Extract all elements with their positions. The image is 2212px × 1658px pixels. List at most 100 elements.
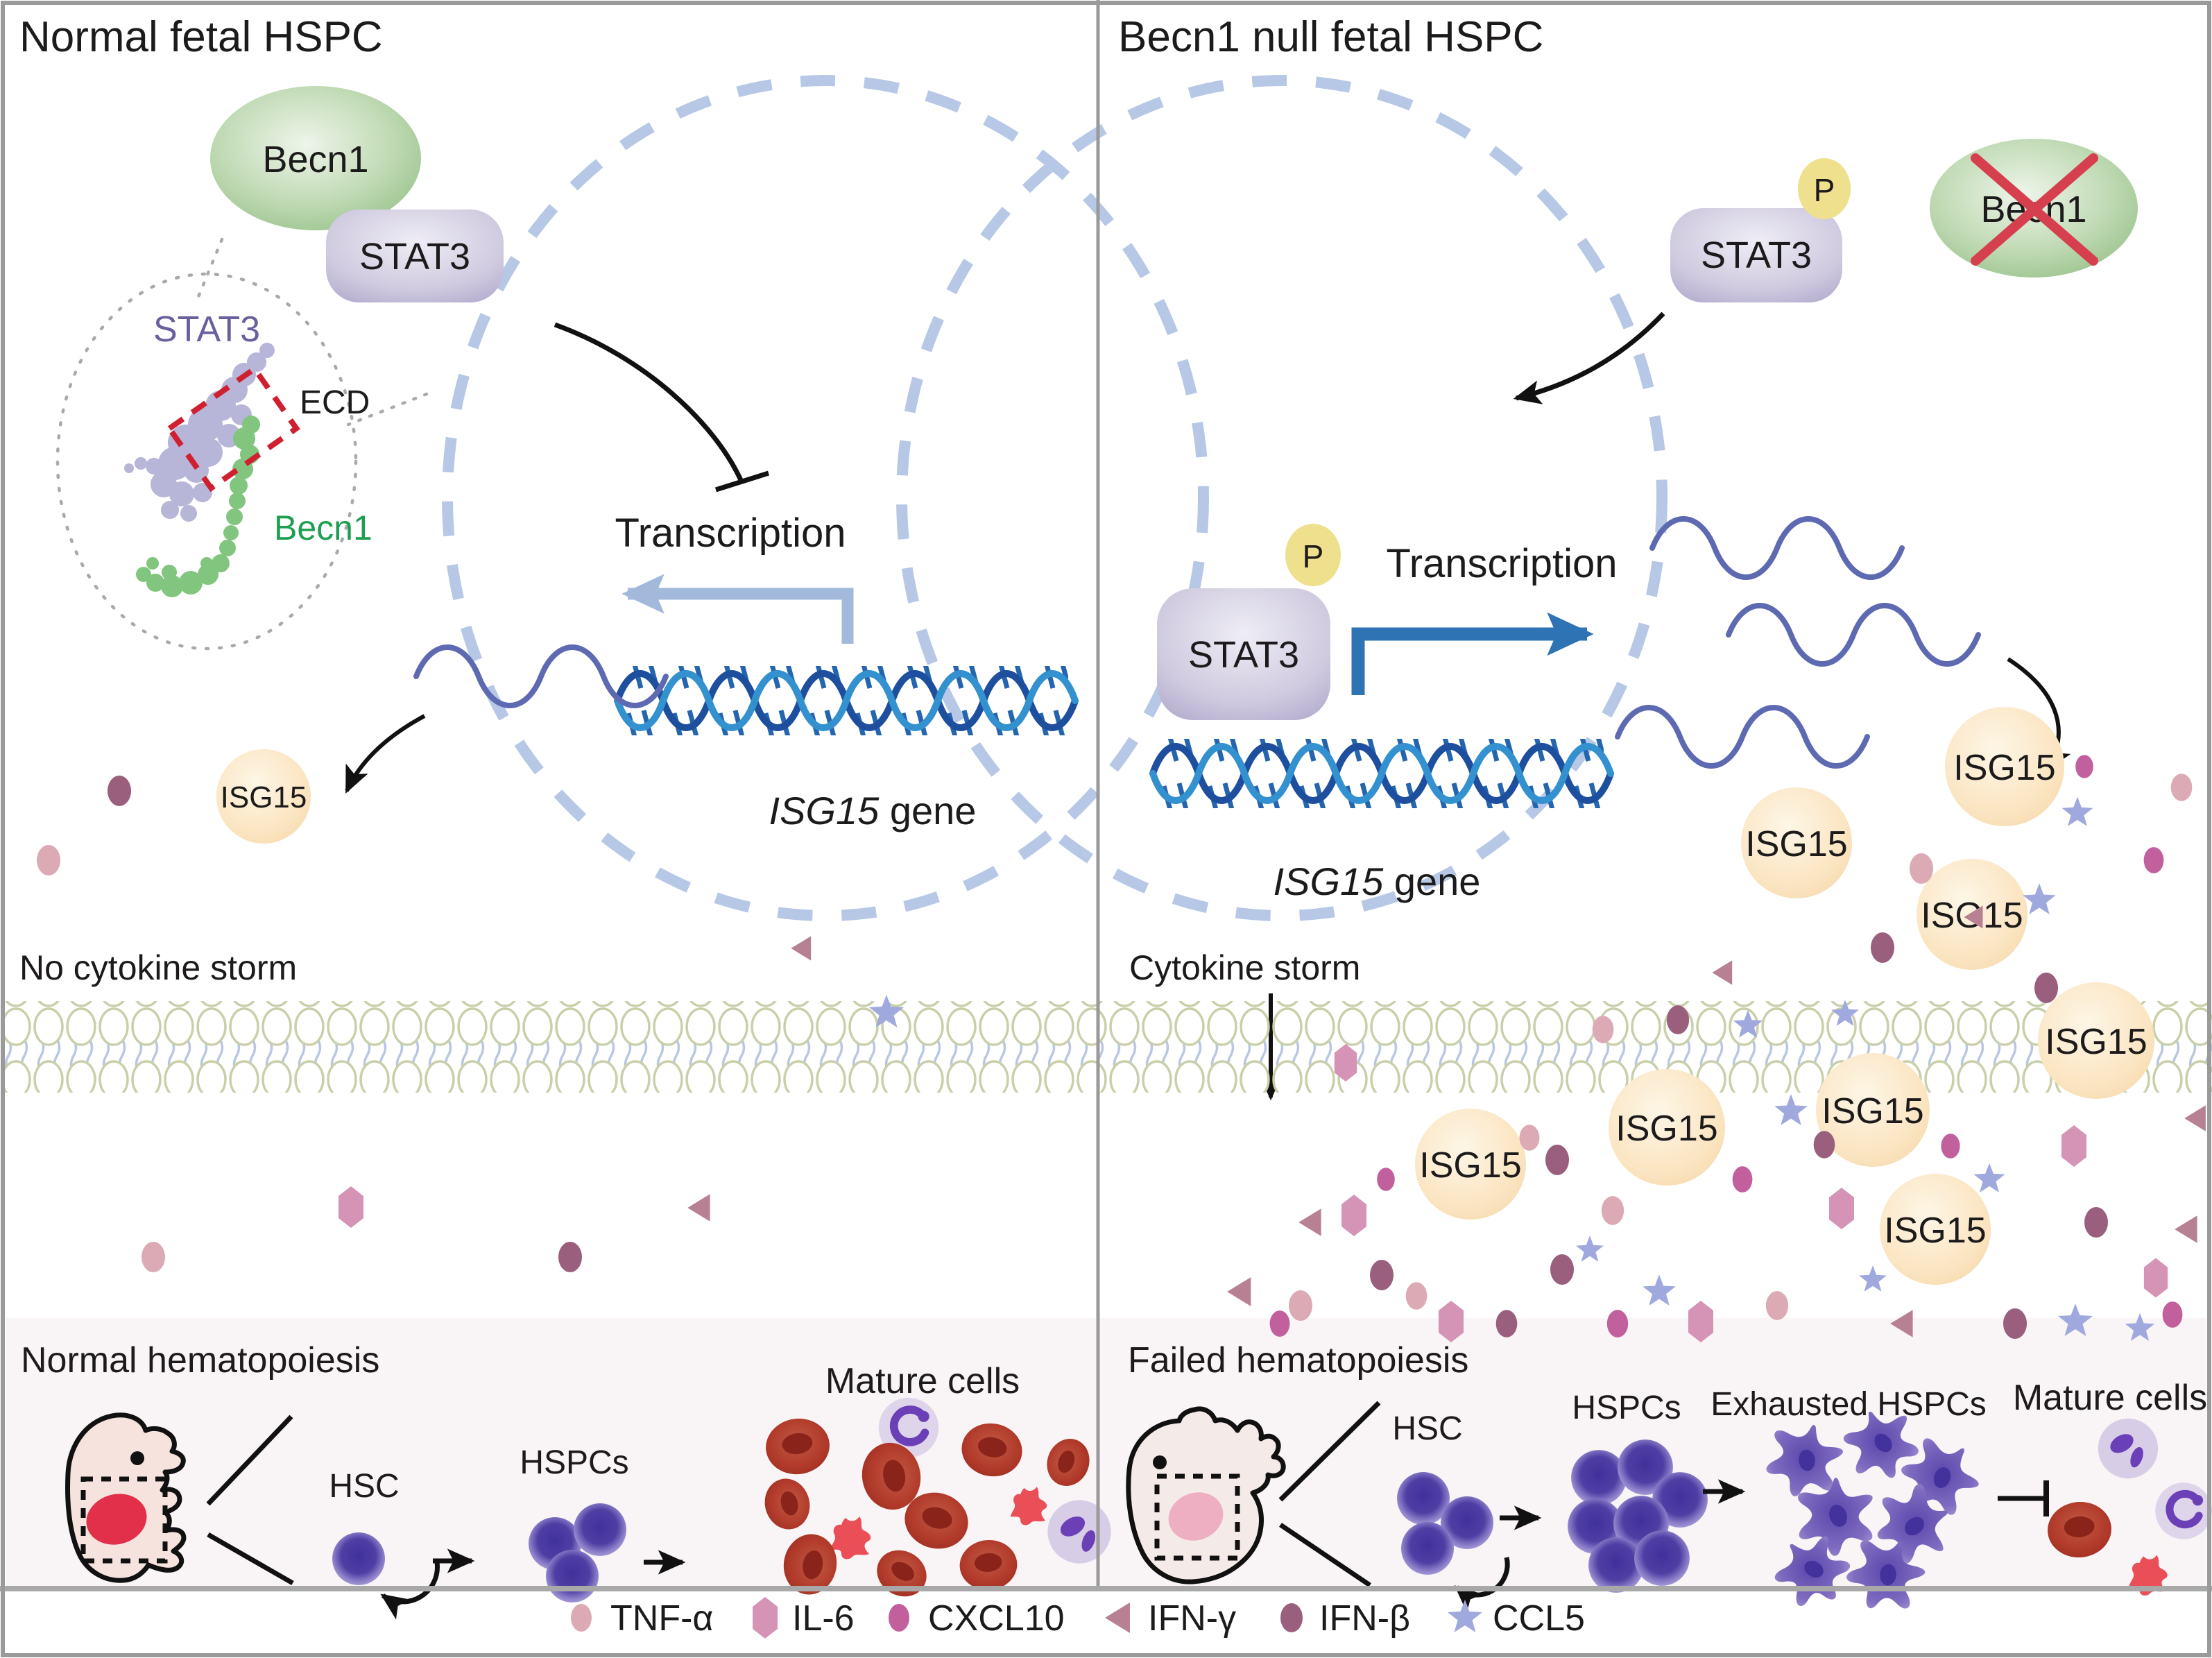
dna-stat3-label: STAT3	[1188, 634, 1299, 676]
gene-name-italic: ISG15	[1274, 860, 1384, 903]
normal-hematopoiesis-title: Normal hematopoiesis	[21, 1340, 379, 1381]
inset-connector-line	[194, 237, 224, 304]
mature-cells-label: Mature cells	[2013, 1378, 2207, 1418]
fetus-illustration	[65, 1412, 187, 1583]
inset-becn1-label: Becn1	[274, 508, 372, 547]
legend-il6-icon	[753, 1597, 778, 1639]
becn1-oval	[210, 86, 421, 230]
left-panel: Normal fetal HSPC Becn1 STAT3 STAT3 ECD	[19, 13, 1075, 987]
becn1-structure-blob	[136, 416, 260, 597]
legend-il6-label: IL-6	[792, 1598, 855, 1639]
inset-ecd-label: ECD	[300, 384, 370, 421]
isg15-label: ISG15	[1884, 1211, 1986, 1251]
exhausted-hspcs-label: Exhausted HSPCs	[1711, 1386, 1987, 1423]
zoom-bracket-line	[1279, 1523, 1371, 1587]
isg15-badge: ISG15	[1609, 1069, 1725, 1186]
left-transcription-label: Transcription	[615, 511, 846, 556]
phospho-stat3-box	[1670, 208, 1842, 302]
cytokine-storm-label: Cytokine storm	[1129, 948, 1360, 987]
isg15-label: ISG15	[221, 780, 307, 814]
legend-ifng-icon	[1105, 1603, 1130, 1633]
isg15-badge: ISG15	[1880, 1174, 1991, 1285]
mature-cells-label: Mature cells	[825, 1361, 1020, 1401]
isg15-label: ISG15	[1419, 1145, 1521, 1186]
stat3-box	[326, 210, 504, 302]
hsc-label: HSC	[1392, 1410, 1462, 1447]
failed-hematopoiesis-strip: Failed hematopoiesis HSC HSPCs Exhausted…	[1126, 1340, 2212, 1623]
zoom-bracket-line	[207, 1532, 294, 1586]
left-gene-label: ISG15 gene	[769, 789, 977, 832]
right-panel: Becn1 null fetal HSPC STAT3 P Becn1 STAT…	[1118, 13, 2138, 1101]
right-mrna-waves	[1615, 516, 1981, 769]
right-gene-label: ISG15 gene	[1274, 860, 1481, 903]
left-mrna-wave	[413, 644, 669, 708]
isg15-label: ISG15	[2045, 1022, 2147, 1062]
inset-stat3-label: STAT3	[153, 309, 260, 350]
right-transcription-label: Transcription	[1386, 541, 1617, 586]
cytokine-legend: TNF-α IL-6 CXCL10 IFN-γ IFN-β CCL5	[571, 1597, 1585, 1639]
inset-dotted-circle	[55, 272, 358, 651]
hsc-cell	[332, 1532, 385, 1585]
fetal-liver	[86, 1494, 147, 1545]
isg15-badge: ISG15	[1415, 1109, 1526, 1220]
legend-tnfa-label: TNF-α	[610, 1598, 713, 1639]
stat3-label: STAT3	[359, 236, 470, 277]
legend-ifnb-icon	[1280, 1603, 1303, 1632]
fetus-eye	[1153, 1455, 1167, 1469]
fetal-liver-pale	[1168, 1492, 1224, 1541]
self-renewal-arrow	[380, 1562, 440, 1620]
gene-suffix: gene	[879, 789, 976, 832]
nucleus-dashed-boundaries	[442, 75, 1667, 921]
hspcs-label: HSPCs	[520, 1444, 628, 1481]
stat3-entry-arrow	[1513, 311, 1665, 404]
right-nucleus-boundary	[896, 75, 1667, 921]
left-isg15-gene-dna	[617, 666, 1075, 735]
fetus-eye	[130, 1451, 144, 1465]
phospho-p-circle	[1798, 158, 1851, 219]
legend-ifnb-label: IFN-β	[1319, 1598, 1410, 1639]
protein-structure-inset: STAT3 ECD Becn1	[55, 272, 372, 651]
transcription-on-arrow	[1351, 612, 1594, 695]
inset-connector-line	[346, 392, 429, 427]
knockout-cross-icon	[1971, 153, 2098, 266]
dna-p-circle	[1285, 524, 1341, 586]
dna-p-label: P	[1303, 538, 1324, 574]
legend-tnfa-icon	[571, 1604, 592, 1632]
liver-zoom-box	[1154, 1473, 1240, 1561]
left-nucleus-boundary	[442, 75, 1209, 921]
transcription-off-arrow	[621, 574, 854, 644]
inhibition-arc	[554, 322, 744, 481]
legend-cxcl10-icon	[889, 1604, 909, 1632]
isg15-label: ISG15	[1821, 1091, 1923, 1131]
isg15-badge: ISG15	[1945, 707, 2064, 826]
failed-hematopoiesis-title: Failed hematopoiesis	[1128, 1340, 1468, 1381]
inhibition-bar	[714, 470, 770, 493]
ecd-highlight-box	[165, 364, 300, 493]
liver-zoom-box	[80, 1476, 168, 1564]
legend-ccl5-icon	[1448, 1600, 1482, 1632]
phospho-p-label: P	[1814, 172, 1835, 208]
isg15-badge: ISG15	[1816, 1053, 1930, 1167]
left-panel-title: Normal fetal HSPC	[19, 13, 383, 61]
right-panel-title: Becn1 null fetal HSPC	[1118, 13, 1543, 61]
gene-name-italic: ISG15	[769, 789, 880, 832]
isg15-badge: ISG15	[1741, 787, 1852, 898]
legend-ifng-label: IFN-γ	[1148, 1598, 1236, 1639]
zoom-bracket-line	[206, 1415, 293, 1506]
no-cytokine-storm-label: No cytokine storm	[19, 948, 297, 987]
phospho-stat3-label: STAT3	[1701, 234, 1812, 276]
hsc-label: HSC	[329, 1468, 399, 1505]
becn1-label: Becn1	[262, 139, 368, 180]
dna-stat3-box	[1157, 588, 1330, 720]
isg15-badge	[216, 749, 311, 844]
isg15-badge: ISG15	[2038, 982, 2154, 1099]
left-mrna-export-arrow	[345, 714, 426, 794]
isg15-label: ISG15	[1745, 824, 1847, 864]
gene-suffix: gene	[1383, 860, 1480, 903]
legend-ccl5-label: CCL5	[1493, 1598, 1585, 1639]
right-isg15-gene-dna	[1153, 739, 1611, 808]
legend-cxcl10-label: CXCL10	[928, 1598, 1065, 1639]
normal-hematopoiesis-strip: Normal hematopoiesis HSC HSPCs Mature ce…	[21, 1340, 1111, 1620]
